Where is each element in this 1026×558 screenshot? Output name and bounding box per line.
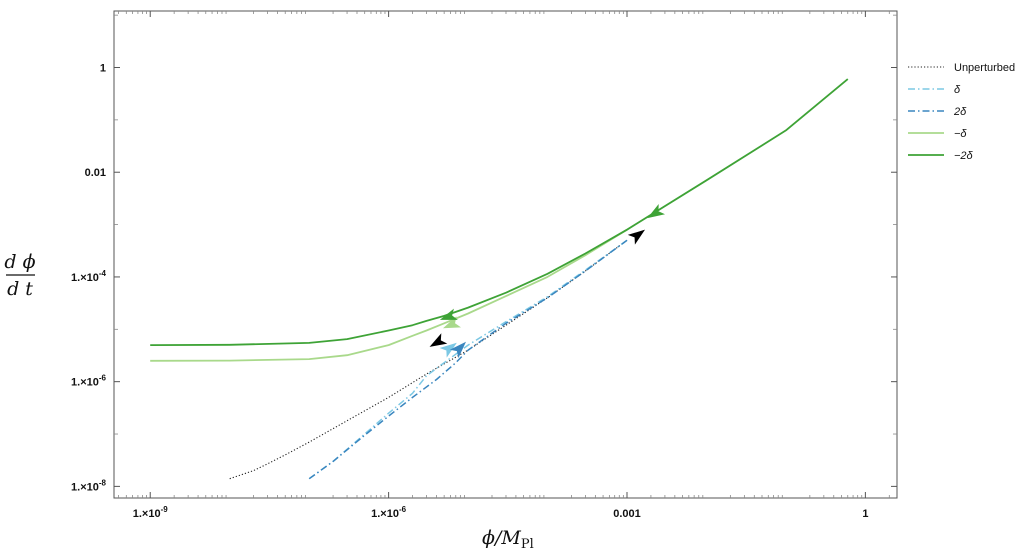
series-line-1 xyxy=(308,239,628,480)
y-tick-label: 1.×10-8 xyxy=(71,478,107,493)
series-line-3 xyxy=(150,228,628,362)
y-tick-label: 0.01 xyxy=(85,167,106,179)
legend-label-2: 2δ xyxy=(953,106,967,118)
direction-arrow-head xyxy=(627,229,646,245)
legend-label-1: δ xyxy=(954,84,961,96)
direction-arrow xyxy=(439,342,457,358)
direction-arrow-head xyxy=(439,342,457,358)
direction-arrow xyxy=(449,341,466,359)
series-line-2 xyxy=(308,239,628,480)
direction-arrow-head xyxy=(449,341,466,359)
legend-label-3: −δ xyxy=(954,128,967,140)
direction-arrow xyxy=(439,308,458,320)
y-axis-title-numerator: d ϕ xyxy=(4,251,35,273)
x-tick-label: 1 xyxy=(862,508,868,520)
direction-arrow xyxy=(442,316,462,329)
x-axis-title-m: M xyxy=(500,527,521,549)
direction-arrow xyxy=(429,333,448,347)
arrows-group xyxy=(429,204,666,359)
y-tick-label: 1 xyxy=(100,63,106,75)
x-axis-title-phi: ϕ xyxy=(482,527,495,549)
direction-arrow-head xyxy=(647,204,666,219)
direction-arrow-head xyxy=(442,316,462,329)
x-axis-title: ϕ/MPl xyxy=(482,527,534,552)
y-axis-title: d ϕ d t xyxy=(4,251,35,300)
legend: Unperturbed δ 2δ −δ −2δ xyxy=(908,62,1015,162)
y-tick-label: 1.×10-4 xyxy=(71,269,107,284)
plot-frame xyxy=(113,10,898,499)
direction-arrow xyxy=(627,229,646,245)
ticks-group: 1.×10-9 1.×10-6 0.001 1 1 0.01 1.×10-4 1.×10-6 1… xyxy=(71,11,897,520)
svg-text:ϕ/MPl: ϕ/MPl xyxy=(482,527,534,552)
direction-arrow-head xyxy=(429,333,448,347)
x-tick-label: 1.×10-9 xyxy=(133,505,169,520)
y-axis-title-denominator: d t xyxy=(7,278,33,300)
x-axis-title-sub: Pl xyxy=(521,537,534,552)
direction-arrow xyxy=(647,204,666,219)
x-tick-label: 1.×10-6 xyxy=(371,505,407,520)
legend-label-4: −2δ xyxy=(954,150,974,162)
x-axis-title-slash: / xyxy=(493,527,503,549)
series-group xyxy=(150,78,849,480)
y-tick-label: 1.×10-6 xyxy=(71,374,107,389)
x-tick-label: 0.001 xyxy=(613,508,641,520)
direction-arrow-head xyxy=(439,308,458,320)
legend-label-0: Unperturbed xyxy=(954,62,1015,74)
series-line-4 xyxy=(150,78,849,346)
